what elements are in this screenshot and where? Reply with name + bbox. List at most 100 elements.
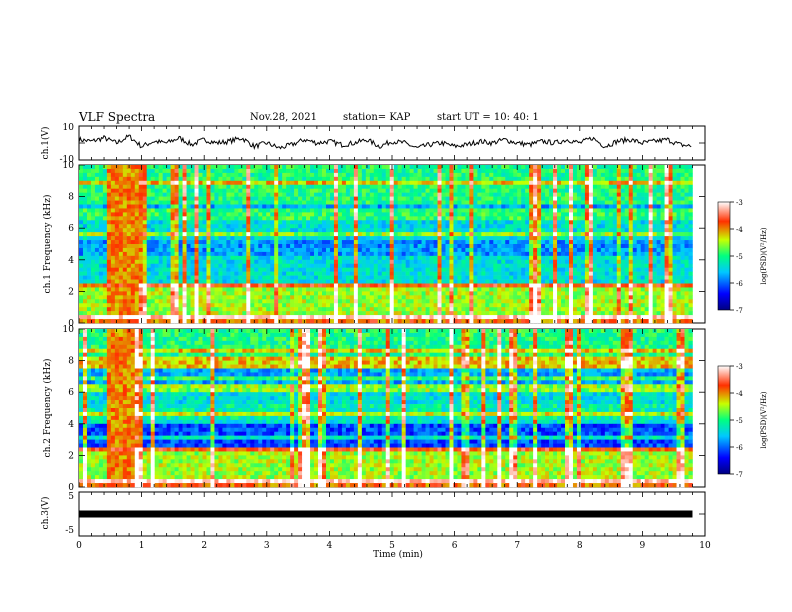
- ch1-spectrogram-cell: [437, 196, 442, 201]
- ch1-spectrogram-cell: [329, 165, 335, 170]
- ch1-spectrogram-cell: [537, 267, 542, 272]
- ch1-spectrogram-cell: [485, 184, 490, 189]
- ch1-spectrogram-cell: [381, 172, 387, 178]
- ch1-spectrogram-cell: [122, 192, 128, 197]
- ch1-spectrogram-cell: [473, 279, 478, 284]
- ch1-spectrogram-cell: [501, 216, 506, 221]
- ch1-spectrogram-cell: [126, 267, 132, 272]
- ch1-spectrogram-cell: [373, 232, 379, 237]
- ch1-spectrogram-cell: [138, 228, 144, 233]
- ch1-spectrogram-cell: [668, 283, 673, 288]
- ch1-spectrogram-cell: [469, 192, 474, 197]
- ch1-spectrogram-cell: [222, 244, 227, 249]
- ch1-spectrogram-cell: [278, 224, 283, 229]
- ch1-spectrogram-cell: [369, 208, 375, 213]
- ch1-spectrogram-cell: [636, 236, 641, 241]
- ch1-spectrogram-cell: [672, 192, 677, 197]
- ch1-spectrogram-cell: [684, 259, 689, 265]
- ch1-spectrogram-cell: [572, 228, 578, 233]
- ch1-spectrogram-cell: [469, 236, 474, 241]
- ch1-spectrogram-cell: [688, 176, 693, 182]
- ch1-spectrogram-cell: [497, 232, 502, 237]
- ch1-spectrogram-cell: [596, 283, 602, 288]
- ch1-spectrogram-cell: [557, 168, 562, 174]
- ch1-spectrogram-cell: [114, 247, 120, 253]
- ch1-spectrogram-cell: [429, 267, 434, 272]
- ch1-spectrogram-cell: [628, 168, 634, 174]
- ch1-spectrogram-cell: [329, 236, 335, 241]
- ch1-spectrogram-cell: [604, 232, 610, 237]
- ch1-spectrogram-cell: [298, 267, 303, 272]
- ch1-spectrogram-cell: [429, 228, 434, 233]
- ch1-spectrogram-cell: [134, 172, 140, 178]
- ch1-spectrogram-cell: [210, 271, 215, 276]
- ch1-spectrogram-cell: [461, 271, 466, 276]
- ch1-spectrogram-cell: [102, 216, 108, 221]
- ch1-spectrogram-cell: [385, 275, 391, 280]
- ch1-spectrogram-cell: [505, 267, 510, 272]
- ch1-spectrogram-cell: [254, 204, 259, 209]
- ch1-spectrogram-cell: [529, 168, 534, 174]
- ch1-spectrogram-cell: [688, 212, 693, 217]
- ch1-spectrogram-cell: [82, 251, 88, 257]
- ch1-spectrogram-cell: [652, 244, 657, 249]
- ch1-spectrogram-cell: [357, 172, 363, 178]
- ch1-spectrogram-cell: [445, 228, 450, 233]
- ch1-spectrogram-cell: [580, 275, 586, 280]
- ch1-spectrogram-cell: [604, 216, 610, 221]
- ch1-spectrogram-cell: [206, 228, 211, 233]
- ch1-spectrogram-cell: [668, 180, 673, 186]
- ch1-spectrogram-cell: [537, 263, 542, 268]
- ch1-spectrogram-cell: [517, 251, 522, 257]
- ch1-spectrogram-cell: [142, 228, 148, 233]
- ch1-spectrogram-cell: [357, 212, 363, 217]
- ch1-spectrogram-cell: [509, 200, 514, 205]
- ch1-spectrogram-cell: [142, 200, 148, 205]
- ch1-spectrogram-cell: [329, 220, 335, 225]
- ch1-spectrogram-cell: [118, 263, 124, 268]
- ch1-spectrogram-cell: [553, 244, 558, 249]
- ch1-spectrogram-cell: [469, 224, 474, 229]
- ch1-spectrogram-cell: [489, 184, 494, 189]
- ch1-spectrogram-cell: [162, 267, 167, 272]
- ch1-spectrogram-cell: [341, 279, 347, 284]
- ch1-spectrogram-cell: [170, 247, 175, 253]
- ch1-spectrogram-cell: [298, 176, 303, 182]
- ch1-spectrogram-cell: [453, 200, 458, 205]
- ch1-spectrogram-cell: [365, 188, 371, 193]
- ch1-spectrogram-cell: [226, 236, 231, 241]
- ch1-spectrogram-cell: [513, 255, 518, 261]
- ch1-spectrogram-cell: [110, 216, 116, 221]
- ch1-spectrogram-cell: [425, 192, 430, 197]
- ch1-spectrogram-cell: [190, 259, 195, 265]
- ch1-spectrogram-cell: [612, 283, 618, 288]
- ch1-spectrogram-cell: [449, 188, 454, 193]
- ch1-spectrogram-cell: [206, 176, 211, 182]
- ch1-spectrogram-cell: [353, 224, 359, 229]
- ch1-spectrogram-cell: [94, 263, 100, 268]
- ch1-spectrogram-cell: [242, 208, 247, 213]
- ch1-spectrogram-cell: [353, 251, 359, 257]
- ch1-spectrogram-cell: [234, 220, 239, 225]
- ch1-spectrogram-cell: [604, 176, 610, 182]
- ch1-spectrogram-cell: [600, 216, 606, 221]
- ch1-spectrogram-cell: [349, 236, 355, 241]
- ch1-spectrogram-cell: [441, 184, 446, 189]
- ch1-spectrogram-cell: [373, 172, 379, 178]
- ch1-spectrogram-cell: [333, 224, 339, 229]
- ch1-spectrogram-cell: [553, 255, 558, 261]
- ch1-spectrogram-cell: [596, 232, 602, 237]
- ch1-spectrogram-cell: [409, 180, 414, 186]
- ch1-spectrogram-cell: [572, 220, 578, 225]
- ch1-spectrogram-cell: [146, 168, 151, 174]
- ch1-spectrogram-cell: [465, 212, 470, 217]
- ch1-spectrogram-cell: [425, 283, 430, 288]
- ch1-spectrogram-cell: [333, 244, 339, 249]
- ch1-spectrogram-cell: [553, 259, 558, 265]
- ch1-spectrogram-cell: [318, 196, 323, 201]
- ch1-spectrogram-cell: [409, 259, 414, 265]
- ch1-spectrogram-cell: [616, 228, 622, 233]
- ch1-spectrogram-cell: [565, 263, 570, 268]
- ch1-spectrogram-cell: [138, 204, 144, 209]
